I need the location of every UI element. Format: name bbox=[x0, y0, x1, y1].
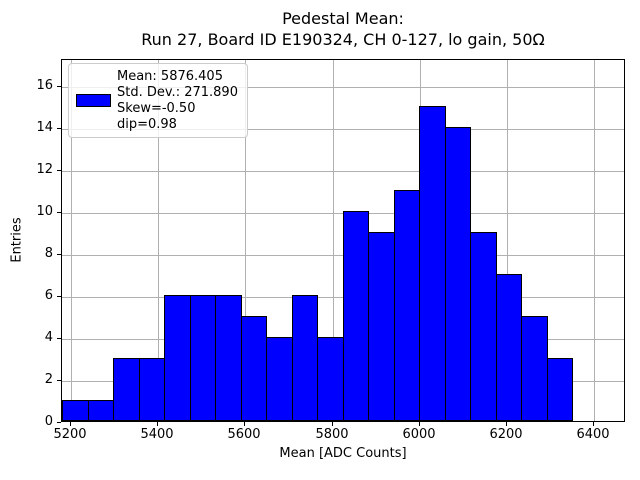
histogram-bar bbox=[215, 295, 242, 421]
histogram-bar bbox=[139, 358, 165, 421]
legend-line-dip: dip=0.98 bbox=[117, 116, 177, 132]
x-tick-mark bbox=[244, 422, 245, 426]
y-tick-label: 0 bbox=[44, 414, 53, 429]
y-tick-mark bbox=[57, 254, 61, 255]
x-tick-label: 6000 bbox=[402, 427, 436, 442]
x-axis-label: Mean [ADC Counts] bbox=[279, 446, 407, 461]
y-tick-label: 14 bbox=[36, 120, 53, 135]
x-tick-mark bbox=[70, 422, 71, 426]
grid-line-vertical bbox=[333, 60, 334, 421]
legend: Mean: 5876.405 Std. Dev.: 271.890 Skew=-… bbox=[68, 63, 248, 138]
x-tick-mark bbox=[419, 422, 420, 426]
legend-line-mean: Mean: 5876.405 bbox=[117, 68, 223, 84]
histogram-bar bbox=[521, 316, 548, 421]
x-tick-mark bbox=[593, 422, 594, 426]
y-tick-mark bbox=[57, 86, 61, 87]
chart-title-line1: Pedestal Mean: bbox=[282, 9, 404, 28]
histogram-bar bbox=[394, 190, 420, 421]
chart-title-line2: Run 27, Board ID E190324, CH 0-127, lo g… bbox=[141, 30, 545, 49]
legend-line-skew: Skew=-0.50 bbox=[117, 100, 196, 116]
x-tick-mark bbox=[157, 422, 158, 426]
x-tick-label: 5200 bbox=[53, 427, 87, 442]
histogram-bar bbox=[113, 358, 140, 421]
histogram-bar bbox=[419, 106, 446, 421]
histogram-bar bbox=[445, 127, 471, 421]
histogram-bar bbox=[190, 295, 216, 421]
histogram-bar bbox=[292, 295, 318, 421]
histogram-bar bbox=[164, 295, 191, 421]
grid-line-horizontal bbox=[62, 87, 624, 88]
grid-line-vertical bbox=[594, 60, 595, 421]
legend-swatch bbox=[76, 94, 111, 107]
y-tick-mark bbox=[57, 338, 61, 339]
y-tick-mark bbox=[57, 128, 61, 129]
plot-area bbox=[61, 59, 625, 422]
y-tick-label: 8 bbox=[44, 246, 53, 261]
grid-line-horizontal bbox=[62, 129, 624, 130]
y-tick-label: 16 bbox=[36, 78, 53, 93]
x-tick-label: 6200 bbox=[489, 427, 523, 442]
grid-line-vertical bbox=[245, 60, 246, 421]
x-tick-label: 5600 bbox=[227, 427, 261, 442]
histogram-bar bbox=[62, 400, 89, 421]
histogram-bar bbox=[547, 358, 573, 421]
y-tick-mark bbox=[57, 212, 61, 213]
y-tick-mark bbox=[57, 170, 61, 171]
y-tick-label: 12 bbox=[36, 162, 53, 177]
x-tick-label: 5800 bbox=[315, 427, 349, 442]
histogram-bar bbox=[496, 274, 522, 421]
histogram-bar bbox=[241, 316, 267, 421]
y-tick-label: 2 bbox=[44, 372, 53, 387]
y-tick-mark bbox=[57, 422, 61, 423]
grid-line-vertical bbox=[71, 60, 72, 421]
grid-line-vertical bbox=[507, 60, 508, 421]
y-tick-mark bbox=[57, 380, 61, 381]
grid-line-horizontal bbox=[62, 171, 624, 172]
x-tick-label: 6400 bbox=[576, 427, 610, 442]
x-tick-mark bbox=[332, 422, 333, 426]
y-tick-label: 4 bbox=[44, 330, 53, 345]
x-tick-mark bbox=[506, 422, 507, 426]
y-tick-label: 10 bbox=[36, 204, 53, 219]
grid-line-vertical bbox=[158, 60, 159, 421]
histogram-bar bbox=[470, 232, 497, 421]
y-axis-label: Entries bbox=[9, 217, 25, 263]
histogram-bar bbox=[88, 400, 114, 421]
histogram-bar bbox=[266, 337, 293, 421]
histogram-bar bbox=[317, 337, 344, 421]
histogram-bar bbox=[343, 211, 369, 421]
y-tick-mark bbox=[57, 296, 61, 297]
x-tick-label: 5400 bbox=[140, 427, 174, 442]
histogram-bar bbox=[368, 232, 395, 421]
y-tick-label: 6 bbox=[44, 288, 53, 303]
legend-line-stddev: Std. Dev.: 271.890 bbox=[117, 84, 238, 100]
legend-text: Mean: 5876.405 Std. Dev.: 271.890 Skew=-… bbox=[117, 69, 238, 133]
